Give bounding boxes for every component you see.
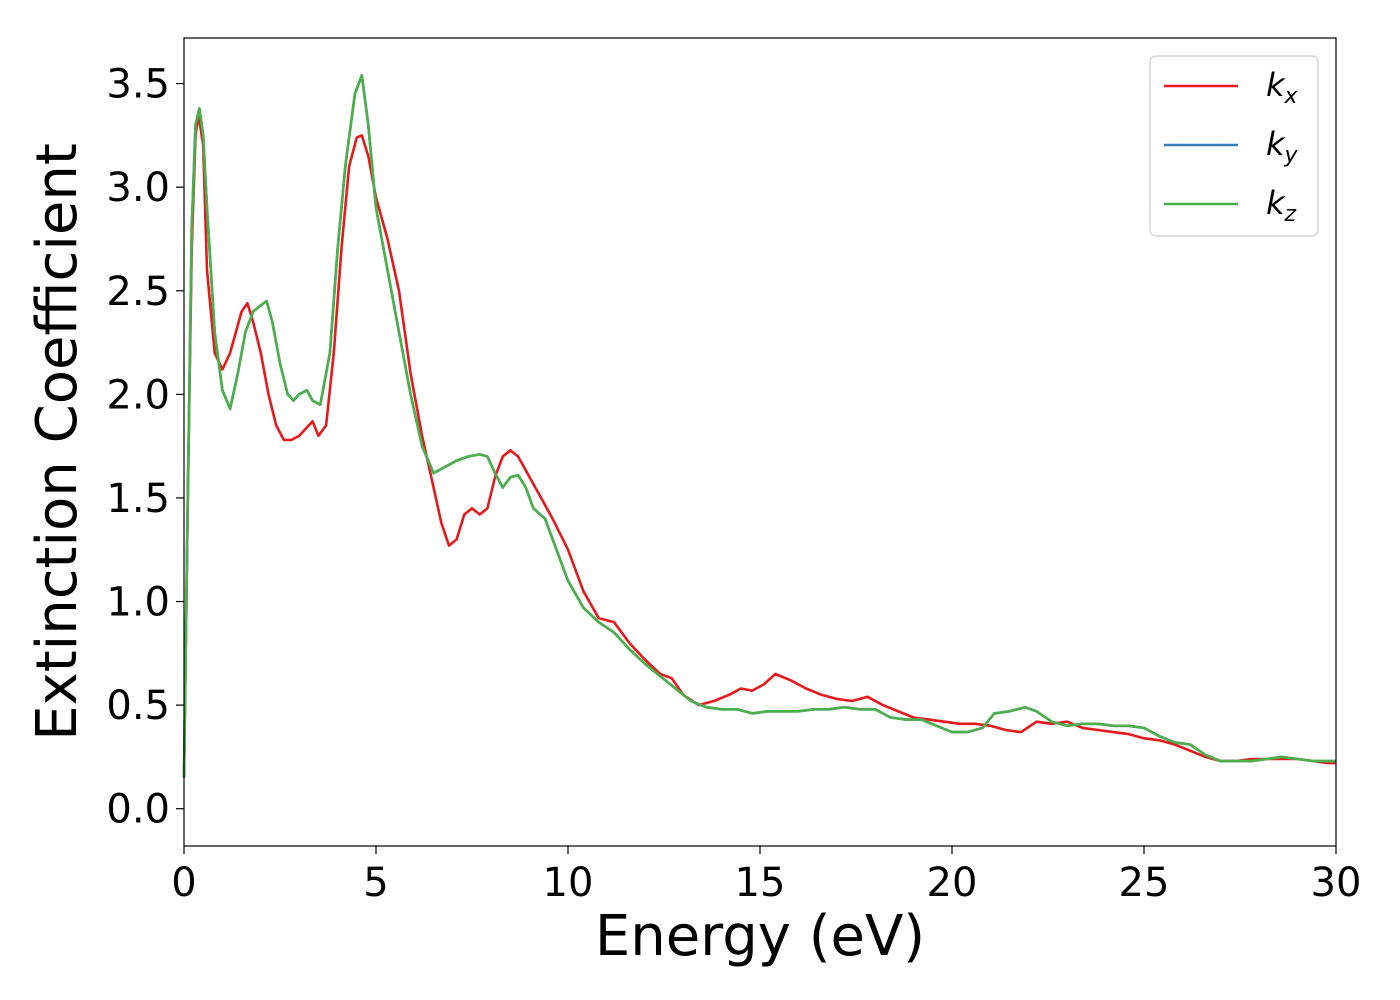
- x-tick-label: 0: [171, 860, 196, 906]
- legend: kx ky kz: [1149, 55, 1319, 237]
- series-layer: [182, 74, 1336, 778]
- y-tick-label: 2.0: [106, 372, 170, 418]
- y-tick-label: 1.5: [106, 476, 170, 522]
- y-tick-label: 3.5: [106, 62, 170, 108]
- x-tick-label: 15: [735, 860, 786, 906]
- x-tick-label: 30: [1311, 860, 1362, 906]
- series-line-kx: [182, 113, 1336, 778]
- x-tick-label: 20: [927, 860, 978, 906]
- y-axis-title: Extinction Coefficient: [25, 143, 90, 741]
- y-tick-label: 1.0: [106, 580, 170, 626]
- legend-label-ky: ky: [1266, 125, 1299, 168]
- y-tick-label: 0.5: [106, 683, 170, 729]
- x-tick-label: 25: [1119, 860, 1170, 906]
- y-axis: 0.0 0.5 1.0 1.5 2.0 2.5 3.0 3.5: [106, 62, 184, 833]
- y-tick-label: 3.0: [106, 165, 170, 211]
- series-line-kz: [182, 74, 1336, 778]
- x-axis: 0 5 10 15 20 25 30: [171, 846, 1361, 906]
- y-tick-label: 0.0: [106, 787, 170, 833]
- x-tick-label: 5: [363, 860, 388, 906]
- legend-label-kz: kz: [1266, 184, 1297, 227]
- y-tick-label: 2.5: [106, 269, 170, 315]
- x-axis-title: Energy (eV): [595, 904, 925, 969]
- legend-label-kx: kx: [1266, 66, 1299, 109]
- x-tick-label: 10: [543, 860, 594, 906]
